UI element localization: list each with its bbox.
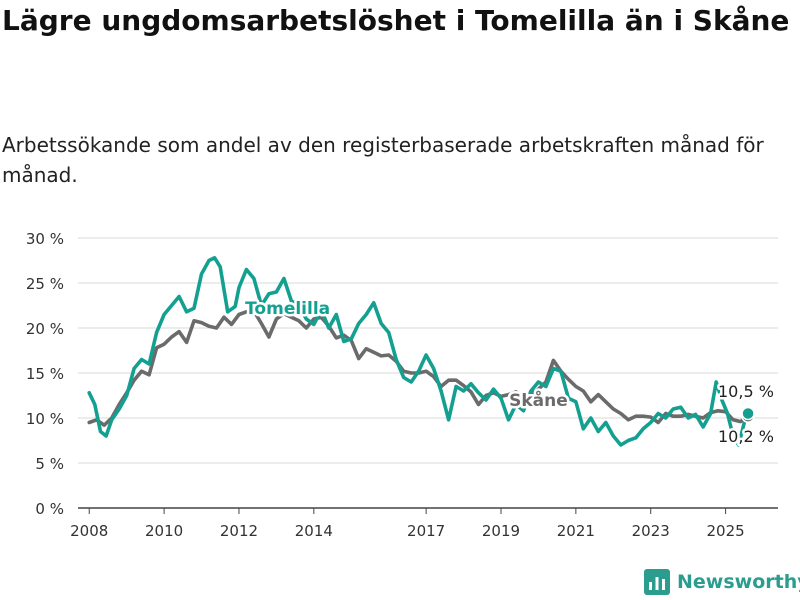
x-tick-label: 2017 — [407, 522, 445, 540]
y-tick-label: 30 % — [26, 230, 64, 248]
y-tick-label: 0 % — [35, 500, 64, 518]
x-tick-label: 2008 — [70, 522, 108, 540]
chart-title: Lägre ungdomsarbetslöshet i Tomelilla än… — [2, 4, 790, 37]
series-label-tomelilla-halo: Tomelilla — [245, 299, 330, 319]
y-tick-label: 10 % — [26, 410, 64, 428]
end-label-skane: 10,2 % — [718, 427, 774, 446]
series-label-tomelilla: Tomelilla — [245, 299, 330, 319]
x-tick-label: 2021 — [557, 522, 595, 540]
chart-subtitle: Arbetssökande som andel av den registerb… — [2, 133, 764, 187]
x-tick-label: 2010 — [145, 522, 183, 540]
series-label-skane: Skåne — [509, 389, 568, 411]
y-tick-label: 25 % — [26, 275, 64, 293]
newsworthy-brand: Newsworthy — [644, 569, 800, 595]
x-tick-label: 2012 — [220, 522, 258, 540]
end-point-tomelilla — [741, 406, 755, 421]
series-line-tomelilla — [87, 256, 750, 447]
y-tick-label: 5 % — [35, 455, 64, 473]
series-label-skane-halo: Skåne — [509, 389, 568, 411]
y-tick-label: 15 % — [26, 365, 64, 383]
end-label-tomelilla-halo: 10,5 % — [718, 382, 774, 401]
newsworthy-logo-icon — [644, 569, 670, 595]
end-label-skane-halo: 10,2 % — [718, 427, 774, 446]
end-label-tomelilla: 10,5 % — [718, 382, 774, 401]
x-tick-label: 2025 — [706, 522, 744, 540]
x-tick-label: 2023 — [632, 522, 670, 540]
x-tick-label: 2019 — [482, 522, 520, 540]
brand-name: Newsworthy — [677, 571, 800, 593]
y-tick-label: 20 % — [26, 320, 64, 338]
x-tick-label: 2014 — [295, 522, 333, 540]
